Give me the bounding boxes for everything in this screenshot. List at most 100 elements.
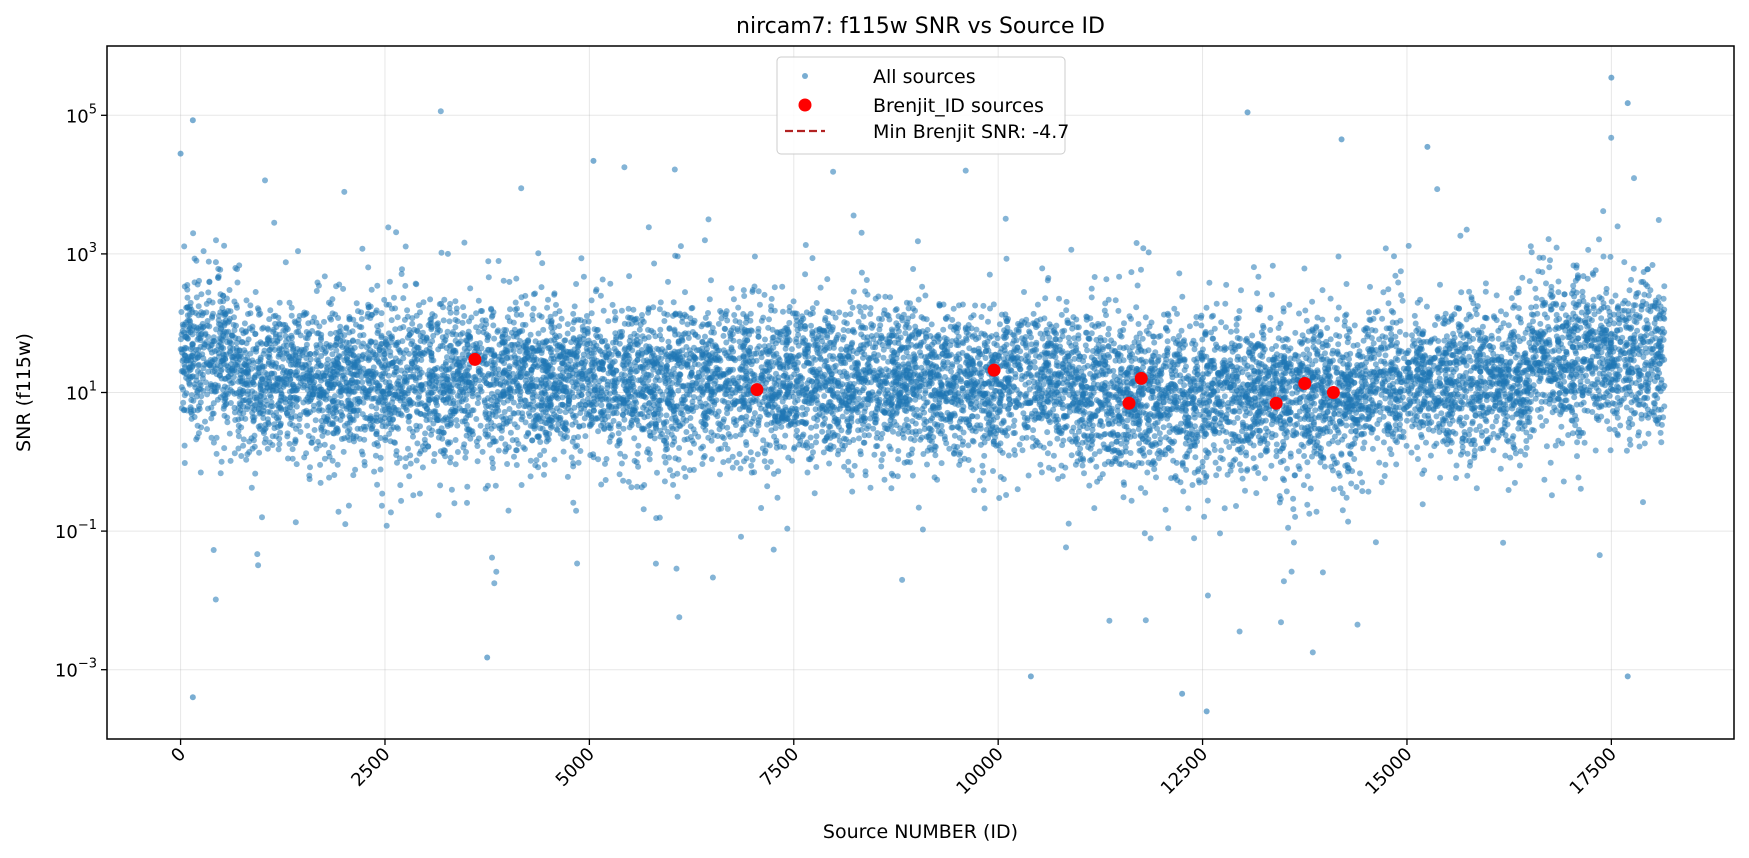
point-all-sources: [205, 289, 212, 296]
point-all-sources: [361, 458, 368, 465]
point-all-sources: [568, 454, 575, 461]
point-all-sources: [1296, 408, 1303, 415]
point-all-sources: [1178, 327, 1185, 334]
point-all-sources: [1213, 472, 1220, 479]
point-all-sources: [345, 502, 352, 509]
point-all-sources: [387, 509, 394, 516]
point-all-sources: [573, 281, 580, 287]
point-all-sources: [1608, 298, 1615, 305]
point-all-sources: [1361, 439, 1368, 446]
point-all-sources: [900, 434, 907, 441]
point-all-sources: [1530, 354, 1537, 361]
point-all-sources: [702, 333, 708, 340]
point-all-sources: [444, 354, 450, 361]
point-all-sources: [1280, 308, 1287, 315]
point-all-sources: [452, 461, 459, 468]
point-all-sources: [735, 304, 742, 311]
point-all-sources: [663, 412, 670, 419]
point-all-sources: [1372, 309, 1379, 316]
point-all-sources: [490, 465, 496, 471]
point-all-sources: [615, 430, 622, 437]
point-all-sources: [495, 258, 502, 264]
point-all-sources: [634, 450, 641, 457]
point-all-sources: [1150, 394, 1157, 401]
point-all-sources: [1179, 293, 1186, 300]
point-all-sources: [1327, 336, 1334, 343]
point-all-sources: [276, 441, 283, 448]
point-all-sources: [570, 499, 577, 506]
point-all-sources: [1062, 464, 1069, 471]
point-all-sources: [1433, 413, 1440, 420]
point-all-sources: [1285, 524, 1292, 531]
point-all-sources: [652, 560, 659, 567]
point-all-sources: [598, 481, 605, 488]
point-all-sources: [996, 495, 1003, 501]
point-all-sources: [922, 292, 929, 299]
point-all-sources: [625, 478, 632, 485]
point-all-sources: [1324, 325, 1331, 331]
point-all-sources: [862, 472, 869, 479]
point-all-sources: [489, 312, 496, 319]
chart-title: nircam7: f115w SNR vs Source ID: [736, 14, 1105, 39]
point-all-sources: [474, 400, 481, 407]
point-all-sources: [580, 273, 587, 280]
point-all-sources: [736, 338, 743, 345]
point-all-sources: [387, 352, 394, 359]
point-all-sources: [1313, 508, 1320, 515]
point-all-sources: [1135, 321, 1142, 327]
point-all-sources: [808, 424, 815, 431]
point-all-sources: [1530, 427, 1537, 434]
point-all-sources: [1498, 308, 1504, 315]
point-all-sources: [1417, 296, 1424, 303]
point-all-sources: [282, 333, 289, 340]
point-all-sources: [218, 458, 225, 465]
point-all-sources: [181, 442, 188, 449]
point-all-sources: [1657, 429, 1664, 436]
point-all-sources: [662, 459, 669, 466]
point-all-sources: [397, 482, 404, 489]
point-all-sources: [1393, 461, 1400, 468]
point-all-sources: [359, 245, 366, 252]
point-all-sources: [556, 323, 563, 330]
point-all-sources: [1351, 456, 1358, 462]
point-all-sources: [1367, 283, 1373, 290]
point-all-sources: [682, 289, 688, 296]
point-all-sources: [1071, 355, 1078, 362]
point-all-sources: [1243, 449, 1249, 456]
point-all-sources: [1441, 337, 1448, 344]
point-all-sources: [813, 423, 820, 430]
point-all-sources: [217, 266, 224, 273]
point-all-sources: [324, 429, 331, 436]
point-all-sources: [845, 327, 852, 334]
point-all-sources: [1314, 314, 1321, 321]
point-all-sources: [720, 332, 727, 339]
point-all-sources: [700, 443, 706, 450]
point-all-sources: [1382, 461, 1389, 468]
point-all-sources: [252, 289, 259, 295]
point-all-sources: [910, 266, 917, 272]
point-all-sources: [407, 460, 414, 467]
point-all-sources: [1079, 462, 1086, 469]
point-all-sources: [1139, 335, 1146, 342]
point-all-sources: [1453, 475, 1459, 481]
point-all-sources: [802, 271, 809, 278]
point-all-sources: [1157, 436, 1164, 442]
point-all-sources: [1278, 619, 1284, 626]
point-all-sources: [1658, 439, 1665, 446]
point-all-sources: [1101, 307, 1108, 314]
point-all-sources: [293, 461, 300, 468]
point-all-sources: [217, 470, 224, 477]
point-all-sources: [1319, 569, 1326, 576]
point-all-sources: [737, 465, 744, 472]
point-all-sources: [1378, 479, 1385, 486]
point-all-sources: [706, 296, 713, 303]
point-all-sources: [1286, 383, 1293, 390]
point-all-sources: [464, 499, 470, 506]
point-all-sources: [1423, 303, 1430, 310]
point-all-sources: [807, 434, 814, 441]
point-all-sources: [1302, 307, 1309, 314]
point-all-sources: [1527, 243, 1534, 250]
point-all-sources: [591, 377, 598, 384]
point-all-sources: [1091, 451, 1098, 458]
point-all-sources: [920, 451, 927, 457]
